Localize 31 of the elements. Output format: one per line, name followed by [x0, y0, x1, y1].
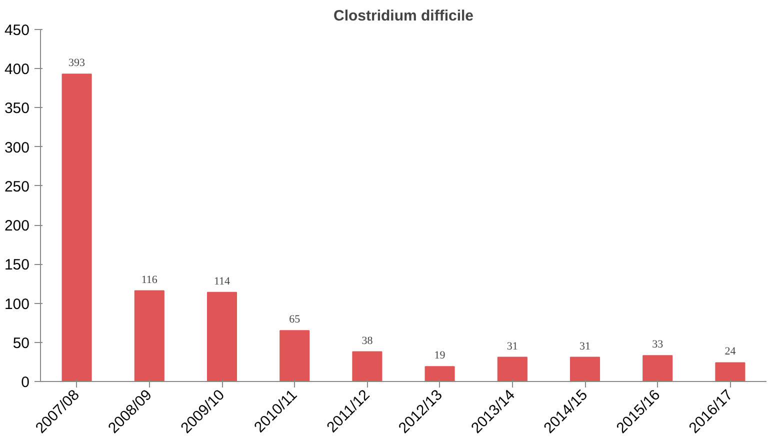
bar: [642, 355, 673, 382]
y-tick-label: 0: [21, 374, 30, 391]
data-label: 31: [580, 340, 590, 352]
y-tick-label: 400: [4, 61, 30, 78]
bar: [497, 356, 528, 382]
y-tick-label: 150: [4, 256, 30, 274]
y-tick-label: 200: [4, 218, 30, 235]
bar: [206, 292, 238, 382]
data-label: 19: [434, 350, 446, 362]
bar: [570, 356, 600, 382]
bar: [134, 290, 164, 382]
bar: [715, 362, 746, 382]
data-label: 38: [362, 334, 374, 347]
y-tick-label: 250: [4, 178, 30, 196]
bar: [424, 366, 455, 382]
data-label: 393: [68, 57, 86, 70]
data-label: 65: [289, 314, 301, 326]
y-tick-label: 50: [12, 334, 30, 352]
y-tick-label: 100: [4, 296, 30, 313]
y-tick-label: 300: [4, 139, 30, 156]
y-tick-label: 350: [4, 100, 30, 118]
data-label: 116: [141, 274, 158, 286]
y-tick-label: 450: [4, 22, 30, 39]
bar: [280, 330, 310, 382]
bar: [352, 351, 382, 382]
data-label: 114: [214, 275, 231, 288]
data-label: 33: [652, 338, 664, 351]
bar: [62, 74, 92, 382]
chart-title: Clostridium difficile: [333, 8, 474, 24]
data-label: 31: [506, 340, 518, 352]
data-label: 24: [724, 346, 736, 358]
